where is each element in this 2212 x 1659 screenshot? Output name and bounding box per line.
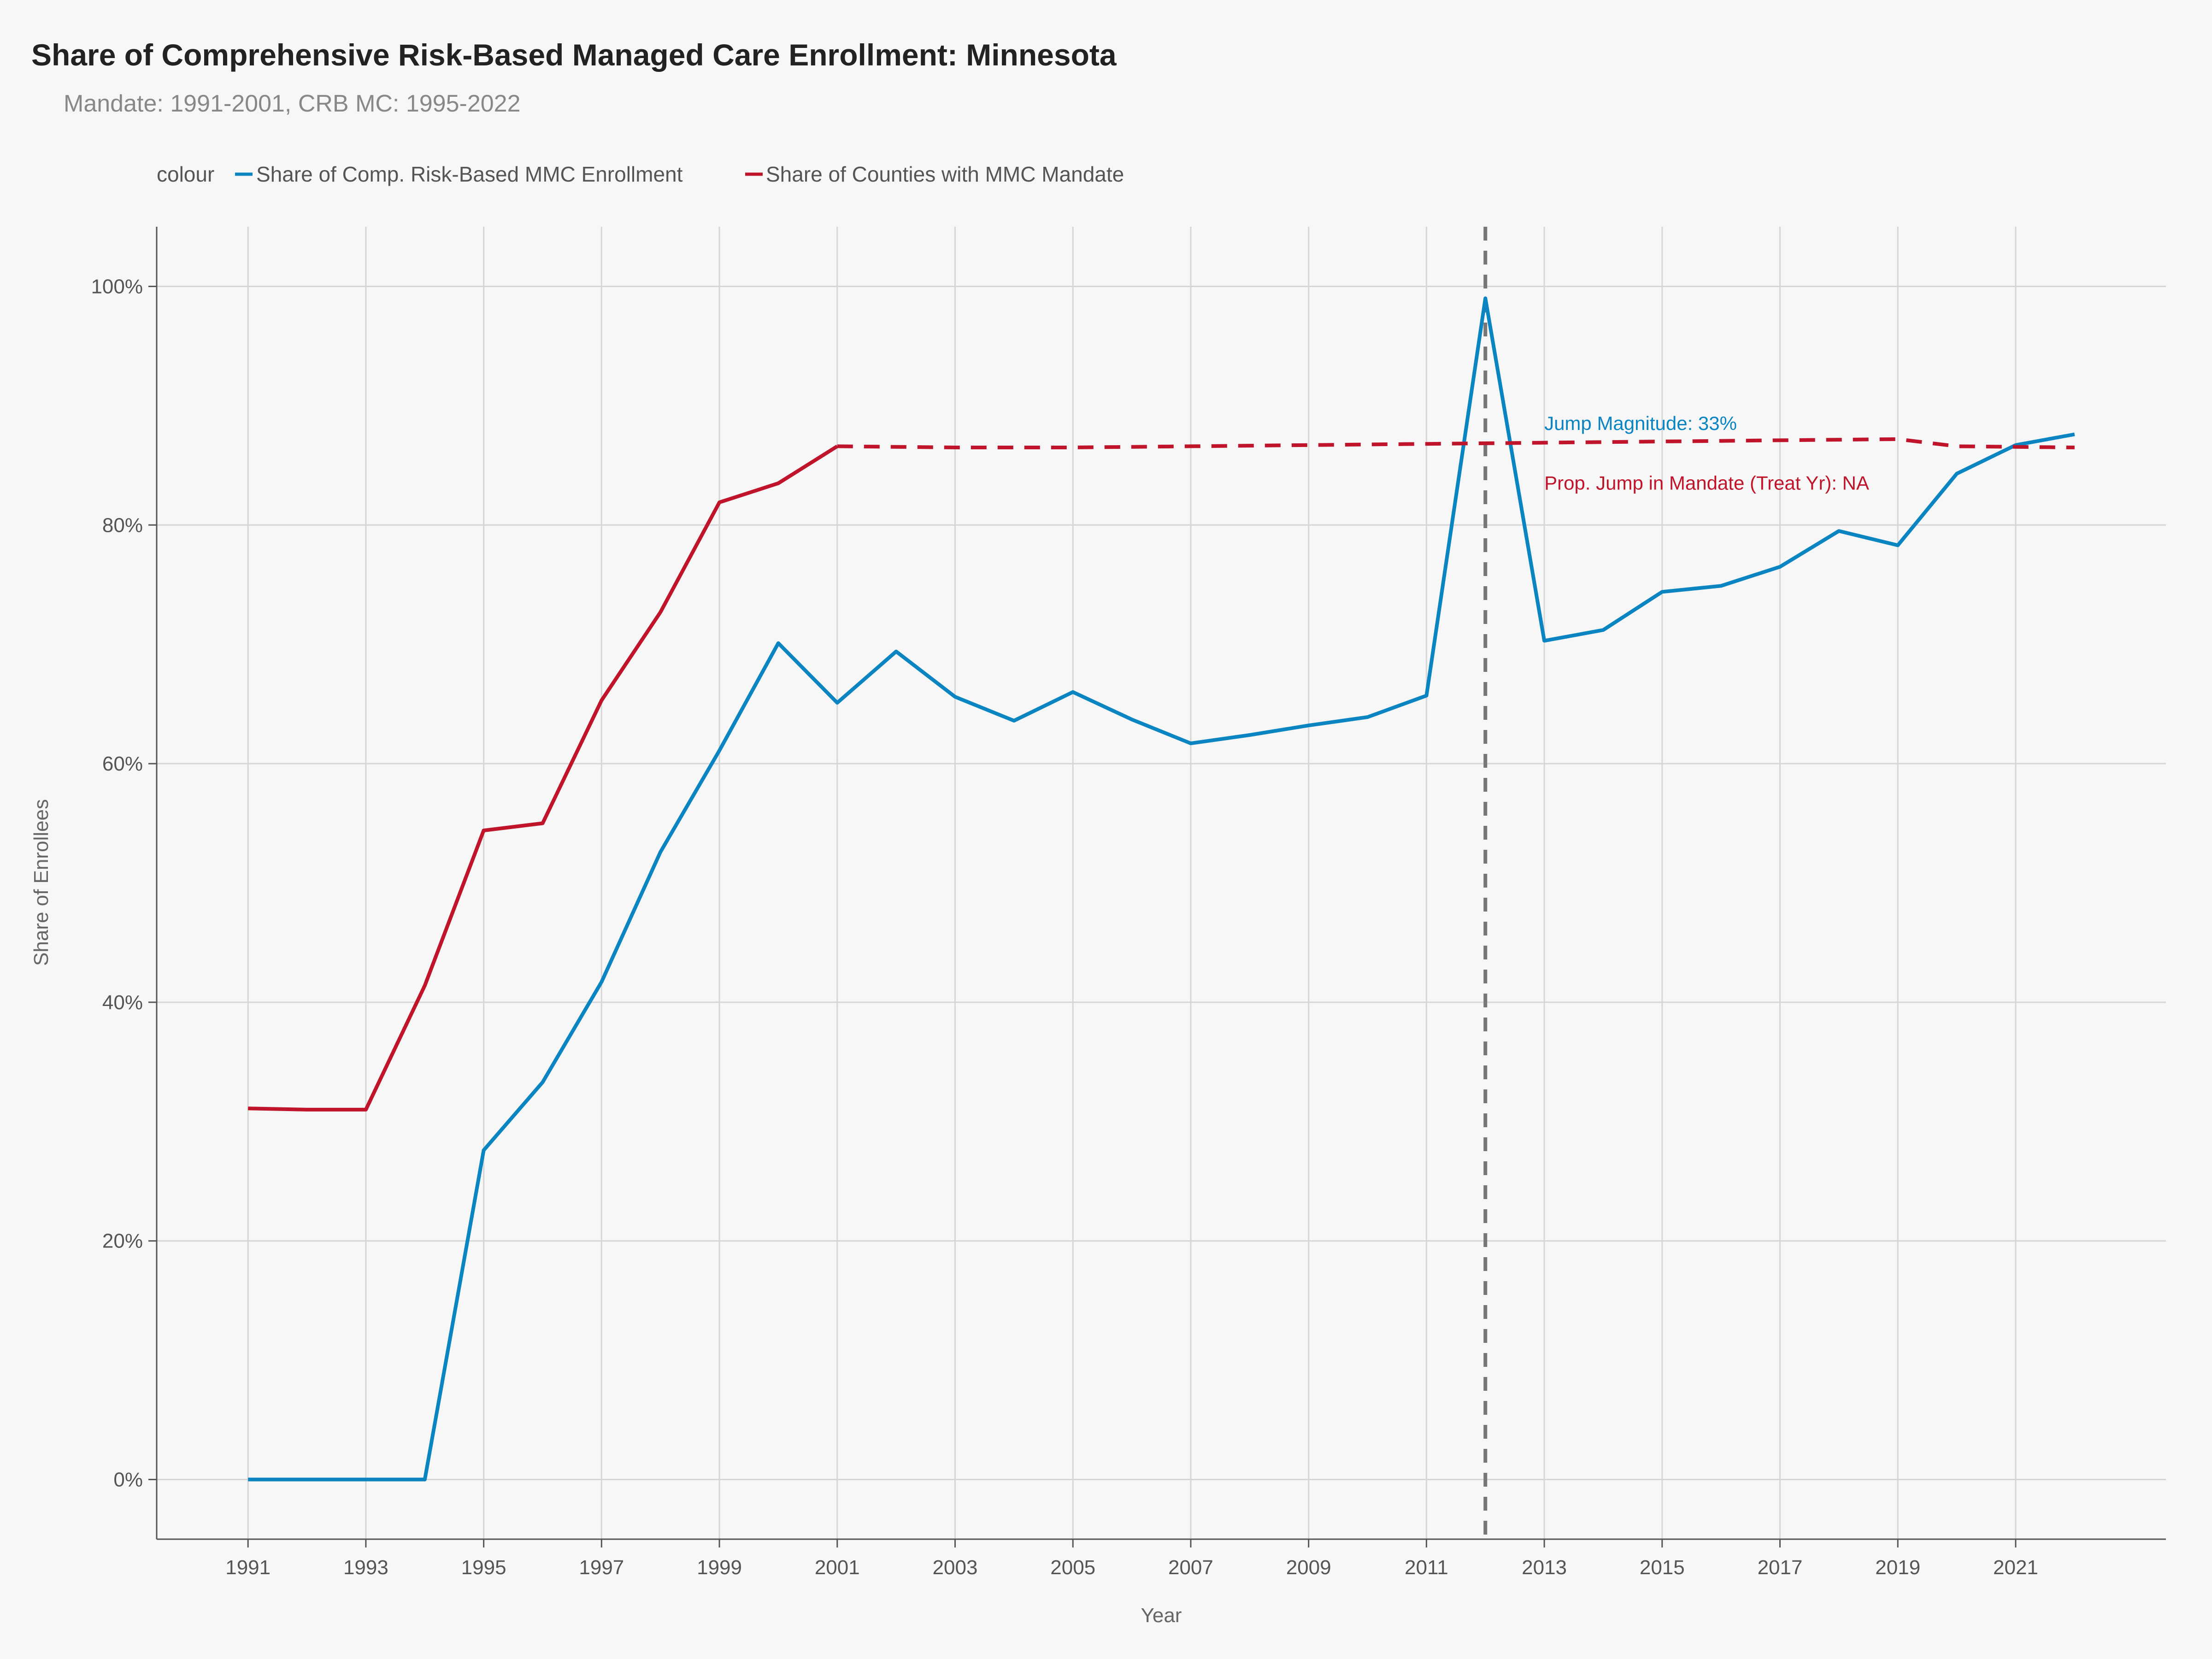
x-tick-label: 2007	[1168, 1556, 1213, 1579]
x-tick-label: 2021	[1993, 1556, 2038, 1579]
series-line-enrollment	[248, 296, 2075, 1482]
legend-label-mandate: Share of Counties with MMC Mandate	[766, 162, 1124, 186]
y-tick-label: 20%	[102, 1230, 143, 1253]
plot-area: Jump Magnitude: 33% Prop. Jump in Mandate…	[248, 227, 2075, 1539]
legend: colour Share of Comp. Risk-Based MMC Enr…	[157, 162, 1124, 186]
x-tick-label: 2019	[1875, 1556, 1920, 1579]
y-tick-label: 0%	[113, 1469, 143, 1491]
x-tick-label: 2001	[815, 1556, 860, 1579]
x-tick-label: 1997	[579, 1556, 624, 1579]
y-tick-label: 40%	[102, 991, 143, 1014]
annotation-jump-magnitude: Jump Magnitude: 33%	[1544, 412, 1737, 434]
x-tick-label: 2015	[1640, 1556, 1685, 1579]
chart-subtitle: Mandate: 1991-2001, CRB MC: 1995-2022	[64, 90, 521, 117]
x-tick-label: 2013	[1522, 1556, 1567, 1579]
x-tick-label: 1999	[697, 1556, 742, 1579]
y-tick-label: 80%	[102, 514, 143, 536]
grid	[157, 227, 2166, 1539]
x-tick-label: 2009	[1286, 1556, 1331, 1579]
x-axis-label: Year	[1141, 1604, 1182, 1627]
x-tick-label: 2005	[1050, 1556, 1095, 1579]
series-line-mandate-projection	[837, 437, 2075, 449]
legend-title: colour	[157, 162, 214, 186]
x-tick-label: 1993	[343, 1556, 388, 1579]
x-tick-label: 2011	[1405, 1556, 1448, 1579]
y-axis-label: Share of Enrollees	[30, 799, 53, 966]
chart-title: Share of Comprehensive Risk-Based Manage…	[31, 38, 1117, 72]
axes: 1991 1993 1995 1997 1999 2001 2003 2005 2007 2009…	[91, 227, 2166, 1579]
y-tick-label: 100%	[91, 275, 143, 298]
x-tick-label: 1991	[225, 1556, 271, 1579]
x-tick-label: 2017	[1758, 1556, 1803, 1579]
series-line-mandate	[248, 445, 838, 1112]
y-tick-label: 60%	[102, 753, 143, 775]
x-tick-label: 2003	[933, 1556, 978, 1579]
x-tick-label: 1995	[461, 1556, 506, 1579]
legend-label-enrollment: Share of Comp. Risk-Based MMC Enrollment	[256, 162, 683, 186]
annotation-prop-jump-mandate: Prop. Jump in Mandate (Treat Yr): NA	[1544, 472, 1869, 494]
